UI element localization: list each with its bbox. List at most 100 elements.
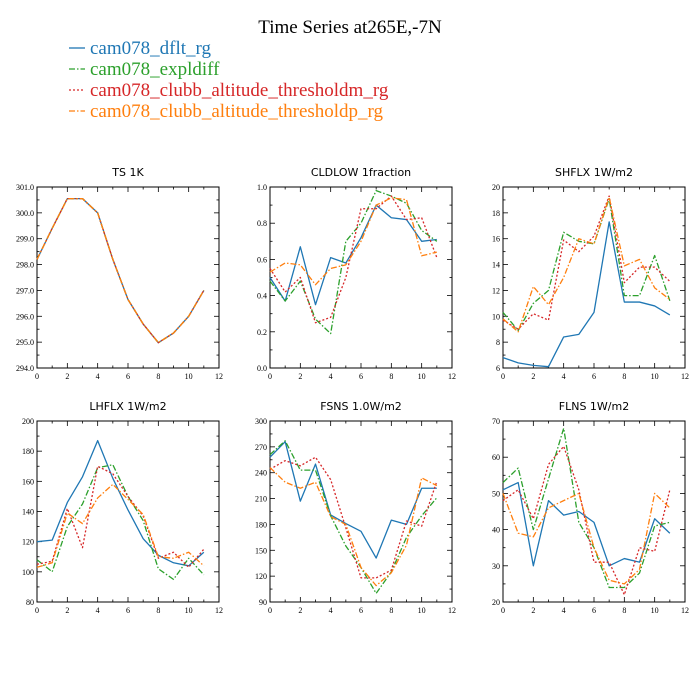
chart-panel: LHFLX 1W/m2 0 2 4 6 8 10 12 80 100 120 140 160 180 200 [22,400,223,615]
y-tick-label: 10 [492,312,500,321]
y-tick-label: 299.0 [16,235,34,244]
y-tick-label: 297.0 [16,286,34,295]
y-tick-label: 0.4 [257,292,267,301]
x-tick-label: 12 [215,372,223,381]
y-tick-label: 50 [492,489,500,498]
series-line-cam078-expldiff [36,464,205,581]
series-line-cam078-clubb-altitude-thresholdm-rg [269,195,438,324]
x-tick-label: 4 [329,372,333,381]
x-tick-label: 0 [268,606,272,615]
series-line-cam078-expldiff [36,197,205,344]
y-tick-label: 150 [255,546,267,555]
chart-panel: SHFLX 1W/m2 0 2 4 6 8 10 12 6 8 10 12 14 16 18 20 [492,166,689,381]
y-tick-label: 20 [492,183,500,192]
y-tick-label: 0.8 [257,219,267,228]
x-tick-label: 6 [126,606,130,615]
x-tick-label: 2 [298,606,302,615]
y-tick-label: 298.0 [16,261,34,270]
series-line-cam078-expldiff [502,197,671,332]
x-tick-label: 12 [448,372,456,381]
x-tick-label: 8 [389,372,393,381]
series-line-cam078-clubb-altitude-thresholdm-rg [502,445,671,596]
panel-title: FSNS 1.0W/m2 [320,400,402,413]
x-tick-label: 4 [329,606,333,615]
panel-title: CLDLOW 1fraction [311,166,411,179]
y-tick-label: 80 [26,598,34,607]
y-tick-label: 301.0 [16,183,34,192]
x-tick-label: 6 [592,372,596,381]
y-tick-label: 120 [255,572,267,581]
y-tick-label: 14 [492,261,500,270]
series-line-cam078-dflt-rg [269,441,437,559]
x-tick-label: 6 [126,372,130,381]
chart-panel: TS 1K 0 2 4 6 8 10 12 294.0 295.0 296.0 297.0 298.0 2… [16,166,223,381]
series-line-cam078-expldiff [269,189,438,335]
x-tick-label: 8 [156,372,160,381]
x-tick-label: 12 [681,606,689,615]
y-tick-label: 60 [492,453,500,462]
y-tick-label: 70 [492,417,500,426]
chart-panel: FSNS 1.0W/m2 0 2 4 6 8 10 12 90 120 150 180 210 240 27… [255,400,456,615]
y-tick-label: 210 [255,495,267,504]
y-tick-label: 120 [22,538,34,547]
chart-panel: CLDLOW 1fraction 0 2 4 6 8 10 12 0.0 0.2 0.4 0.6 0.8… [257,166,456,381]
plot-frame [502,420,686,603]
panels: TS 1K 0 2 4 6 8 10 12 294.0 295.0 296.0 297.0 298.0 2… [16,166,689,615]
x-tick-label: 8 [622,606,626,615]
y-tick-label: 180 [22,447,34,456]
series-line-cam078-clubb-altitude-thresholdm-rg [269,456,438,579]
x-tick-label: 10 [185,606,193,615]
y-tick-label: 300 [255,417,267,426]
chart-panel: FLNS 1W/m2 0 2 4 6 8 10 12 20 30 40 50 60 70 [492,400,689,615]
series-line-cam078-clubb-altitude-thresholdp-rg [36,197,205,344]
series-line-cam078-clubb-altitude-thresholdp-rg [269,197,437,286]
series-line-cam078-clubb-altitude-thresholdm-rg [36,197,205,344]
x-tick-label: 12 [215,606,223,615]
series-line-cam078-dflt-rg [269,204,437,306]
x-tick-label: 10 [185,372,193,381]
x-tick-label: 8 [156,606,160,615]
y-tick-label: 1.0 [257,183,267,192]
legend-label: cam078_clubb_altitude_thresholdp_rg [90,101,384,122]
series-line-cam078-clubb-altitude-thresholdm-rg [502,195,671,330]
plot-frame [502,186,686,369]
x-tick-label: 4 [562,606,566,615]
plot-frame [36,186,220,369]
y-tick-label: 0.0 [257,364,267,373]
y-tick-label: 294.0 [16,364,34,373]
y-tick-label: 90 [259,598,267,607]
y-tick-label: 240 [255,469,267,478]
legend-entry: cam078_dflt_rg [69,38,212,59]
x-tick-label: 8 [622,372,626,381]
x-tick-label: 4 [96,372,100,381]
x-tick-label: 0 [268,372,272,381]
y-tick-label: 12 [492,286,500,295]
x-tick-label: 0 [501,372,505,381]
x-tick-label: 6 [359,372,363,381]
y-tick-label: 296.0 [16,312,34,321]
x-tick-label: 2 [531,606,535,615]
x-tick-label: 12 [681,372,689,381]
y-tick-label: 295.0 [16,338,34,347]
x-tick-label: 10 [651,606,659,615]
plot-frame [269,186,453,369]
y-tick-label: 100 [22,568,34,577]
y-tick-label: 140 [22,508,34,517]
legend-entry: cam078_clubb_altitude_thresholdp_rg [69,101,384,122]
legend-entry: cam078_clubb_altitude_thresholdm_rg [69,80,389,101]
x-tick-label: 2 [65,372,69,381]
x-tick-label: 12 [448,606,456,615]
x-tick-label: 2 [65,606,69,615]
panel-title: LHFLX 1W/m2 [89,400,166,413]
y-tick-label: 16 [492,235,500,244]
y-tick-label: 0.2 [257,328,267,337]
series-line-cam078-clubb-altitude-thresholdp-rg [502,492,671,585]
panel-title: FLNS 1W/m2 [559,400,629,413]
y-tick-label: 160 [22,477,34,486]
y-tick-label: 270 [255,443,267,452]
x-tick-label: 6 [359,606,363,615]
x-tick-label: 0 [35,606,39,615]
series-line-cam078-clubb-altitude-thresholdp-rg [36,483,205,568]
y-tick-label: 6 [496,364,500,373]
